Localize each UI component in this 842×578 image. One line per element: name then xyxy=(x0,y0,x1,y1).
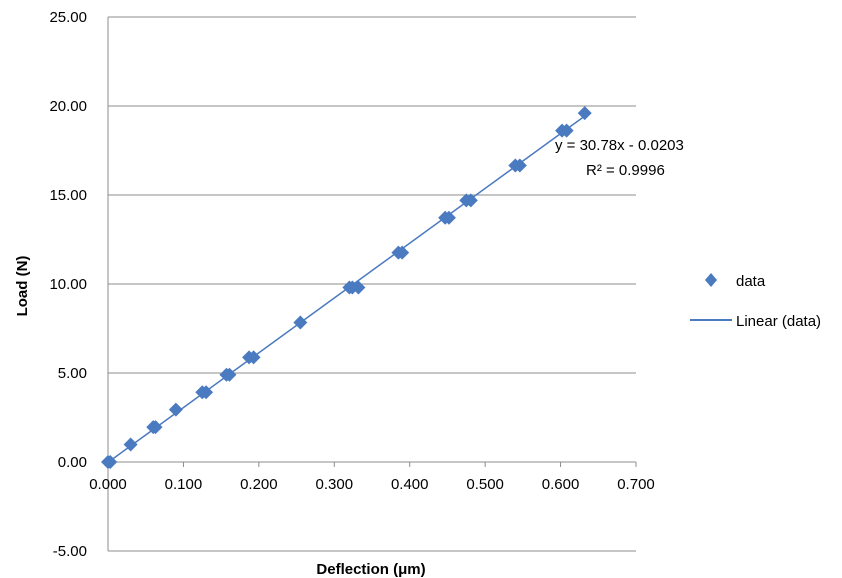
x-tick-labels: 0.000 0.100 0.200 0.300 0.400 0.500 0.600 0.700 xyxy=(89,476,655,493)
legend-data-label: data xyxy=(736,273,766,290)
gridlines xyxy=(108,16,636,552)
data-point xyxy=(148,420,163,435)
data-point xyxy=(103,455,118,469)
y-axis-title: Load (N) xyxy=(14,256,31,317)
data-point xyxy=(463,193,478,208)
r-squared-label: R² = 0.9996 xyxy=(586,162,665,179)
y-tick-label: -5.00 xyxy=(53,543,87,560)
data-points xyxy=(101,106,592,469)
y-tick-label: 25.00 xyxy=(49,9,87,26)
data-point xyxy=(293,315,308,330)
data-point xyxy=(199,385,214,400)
x-tick-label: 0.400 xyxy=(391,476,429,493)
y-tick-label: 20.00 xyxy=(49,98,87,115)
data-point xyxy=(123,437,138,452)
y-tick-label: 15.00 xyxy=(49,187,87,204)
y-tick-label: 5.00 xyxy=(58,365,87,382)
data-point xyxy=(512,158,527,173)
data-point xyxy=(395,245,410,260)
data-point xyxy=(168,402,183,417)
trendline-equation: y = 30.78x - 0.0203 xyxy=(555,137,684,154)
data-point xyxy=(222,367,237,382)
x-tick-label: 0.500 xyxy=(466,476,504,493)
legend: data Linear (data) xyxy=(690,273,821,330)
x-tick-label: 0.000 xyxy=(89,476,127,493)
x-tick-label: 0.700 xyxy=(617,476,655,493)
data-point xyxy=(246,350,261,365)
y-tick-label: 0.00 xyxy=(58,454,87,471)
x-tick-label: 0.600 xyxy=(542,476,580,493)
data-point xyxy=(577,106,592,121)
x-tick-label: 0.200 xyxy=(240,476,278,493)
data-point xyxy=(441,210,456,225)
data-point xyxy=(351,280,366,295)
legend-linear-label: Linear (data) xyxy=(736,313,821,330)
y-tick-labels: 25.00 20.00 15.00 10.00 5.00 0.00 -5.00 xyxy=(49,9,87,560)
y-tick-label: 10.00 xyxy=(49,276,87,293)
x-tick-label: 0.100 xyxy=(165,476,203,493)
x-tick-label: 0.300 xyxy=(316,476,354,493)
x-axis-title: Deflection (μm) xyxy=(316,561,425,578)
data-point xyxy=(559,123,574,138)
legend-data-marker xyxy=(705,273,717,287)
